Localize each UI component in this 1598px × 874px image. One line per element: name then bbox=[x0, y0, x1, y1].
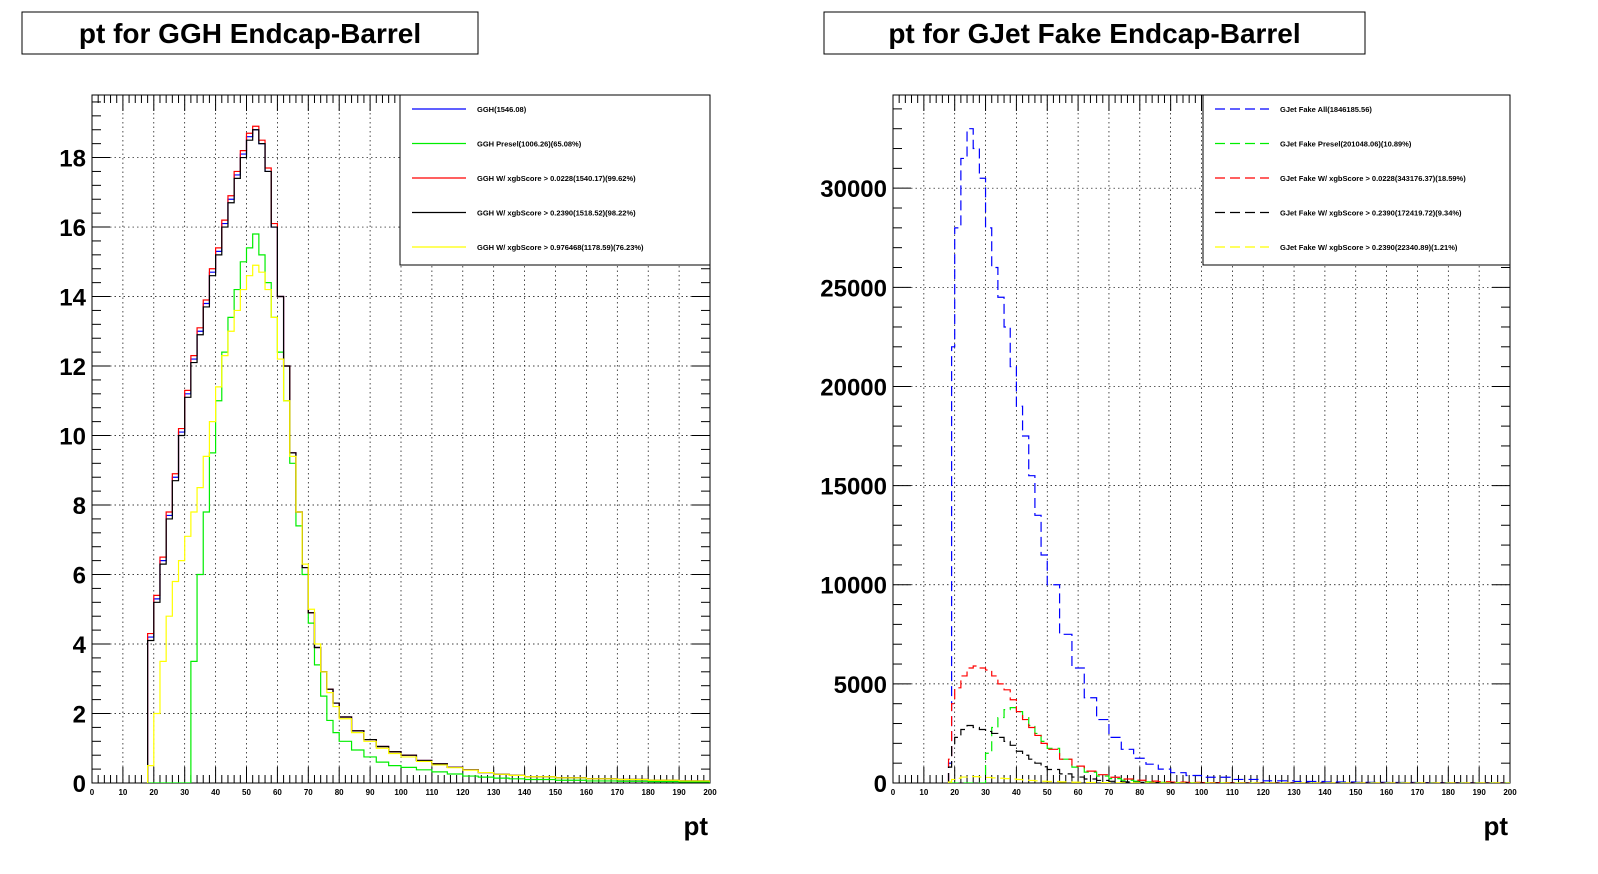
x-tick-label: 30 bbox=[180, 788, 189, 797]
x-tick-label: 190 bbox=[1472, 788, 1486, 797]
legend-entry: GJet Fake All(1846185.56) bbox=[1280, 105, 1372, 114]
x-axis-label: pt bbox=[1483, 811, 1508, 841]
x-tick-label: 100 bbox=[394, 788, 408, 797]
x-tick-label: 200 bbox=[1503, 788, 1517, 797]
x-tick-label: 170 bbox=[1411, 788, 1425, 797]
x-tick-label: 60 bbox=[273, 788, 282, 797]
x-tick-label: 70 bbox=[1104, 788, 1113, 797]
y-tick-label: 0 bbox=[73, 771, 86, 798]
x-tick-label: 40 bbox=[1012, 788, 1021, 797]
x-tick-label: 20 bbox=[149, 788, 158, 797]
x-tick-label: 180 bbox=[642, 788, 656, 797]
x-tick-label: 140 bbox=[1318, 788, 1332, 797]
series-line-2 bbox=[147, 233, 710, 783]
y-tick-label: 25000 bbox=[820, 275, 887, 302]
x-tick-label: 90 bbox=[366, 788, 375, 797]
chart-panel-2: pt for GJet Fake Endcap-Barrel 0 10 20 30 40 5… bbox=[820, 11, 1517, 841]
series-line-4 bbox=[947, 724, 1510, 783]
x-tick-label: 10 bbox=[919, 788, 928, 797]
x-tick-label: 10 bbox=[118, 788, 127, 797]
series-line-1 bbox=[947, 128, 1510, 783]
legend-entry: GJet Fake W/ xgbScore > 0.2390(172419.72… bbox=[1280, 209, 1462, 218]
x-tick-label: 180 bbox=[1442, 788, 1456, 797]
series-line-5 bbox=[947, 775, 1510, 783]
x-tick-label: 120 bbox=[456, 788, 470, 797]
y-tick-label: 8 bbox=[73, 493, 86, 520]
chart-title-box bbox=[21, 11, 479, 55]
x-tick-label: 80 bbox=[1135, 788, 1144, 797]
x-tick-label: 70 bbox=[304, 788, 313, 797]
x-tick-label: 140 bbox=[518, 788, 532, 797]
x-tick-label: 110 bbox=[1226, 788, 1239, 797]
legend-entry: GGH(1546.08) bbox=[477, 105, 527, 114]
x-tick-label: 150 bbox=[549, 788, 563, 797]
x-tick-label: 150 bbox=[1349, 788, 1363, 797]
y-tick-label: 14 bbox=[59, 285, 86, 312]
legend-entry: GJet Fake W/ xgbScore > 0.2390(22340.89)… bbox=[1280, 243, 1458, 252]
x-tick-label: 120 bbox=[1257, 788, 1271, 797]
legend-entry: GJet Fake Presel(201048.06)(10.89%) bbox=[1280, 140, 1412, 149]
x-tick-label: 200 bbox=[703, 788, 717, 797]
legend-box bbox=[1202, 94, 1511, 266]
legend-entry: GGH Presel(1006.26)(65.08%) bbox=[477, 140, 582, 149]
legend-entry: GGH W/ xgbScore > 0.976468(1178.59)(76.2… bbox=[477, 243, 644, 252]
chart-title-box bbox=[823, 11, 1366, 55]
x-tick-label: 160 bbox=[580, 788, 594, 797]
series-line-2 bbox=[948, 707, 1510, 783]
legend-entry: GGH W/ xgbScore > 0.2390(1518.52)(98.22%… bbox=[477, 209, 636, 218]
chart-title: pt for GGH Endcap-Barrel bbox=[79, 18, 421, 49]
x-tick-label: 110 bbox=[425, 788, 438, 797]
chart-title: pt for GJet Fake Endcap-Barrel bbox=[888, 18, 1300, 49]
legend-box bbox=[399, 94, 711, 266]
series-line-5 bbox=[147, 264, 710, 783]
y-tick-label: 16 bbox=[59, 215, 86, 242]
x-tick-label: 0 bbox=[891, 788, 896, 797]
x-tick-label: 40 bbox=[211, 788, 220, 797]
x-tick-label: 30 bbox=[981, 788, 990, 797]
x-tick-label: 0 bbox=[90, 788, 95, 797]
x-axis-label: pt bbox=[683, 811, 708, 841]
x-tick-label: 100 bbox=[1195, 788, 1209, 797]
legend-entry: GJet Fake W/ xgbScore > 0.0228(343176.37… bbox=[1280, 174, 1466, 183]
legend-entry: GGH W/ xgbScore > 0.0228(1540.17)(99.62%… bbox=[477, 174, 636, 183]
x-tick-label: 170 bbox=[611, 788, 625, 797]
y-tick-label: 5000 bbox=[834, 672, 887, 699]
y-tick-label: 15000 bbox=[820, 474, 887, 501]
y-tick-label: 12 bbox=[59, 354, 86, 381]
x-tick-label: 80 bbox=[335, 788, 344, 797]
y-tick-label: 30000 bbox=[820, 176, 887, 203]
x-tick-label: 20 bbox=[950, 788, 959, 797]
y-tick-label: 18 bbox=[59, 146, 86, 173]
y-tick-label: 10000 bbox=[820, 573, 887, 600]
x-tick-label: 190 bbox=[672, 788, 686, 797]
x-tick-label: 130 bbox=[487, 788, 501, 797]
x-tick-label: 130 bbox=[1287, 788, 1301, 797]
x-tick-label: 90 bbox=[1166, 788, 1175, 797]
x-tick-label: 50 bbox=[242, 788, 251, 797]
x-tick-label: 60 bbox=[1074, 788, 1083, 797]
y-tick-label: 6 bbox=[73, 563, 86, 590]
y-tick-label: 20000 bbox=[820, 374, 887, 401]
y-tick-label: 10 bbox=[59, 424, 86, 451]
x-tick-label: 50 bbox=[1043, 788, 1052, 797]
y-tick-label: 0 bbox=[874, 771, 887, 798]
x-tick-label: 160 bbox=[1380, 788, 1394, 797]
y-tick-label: 4 bbox=[73, 632, 87, 659]
y-tick-label: 2 bbox=[73, 702, 86, 729]
